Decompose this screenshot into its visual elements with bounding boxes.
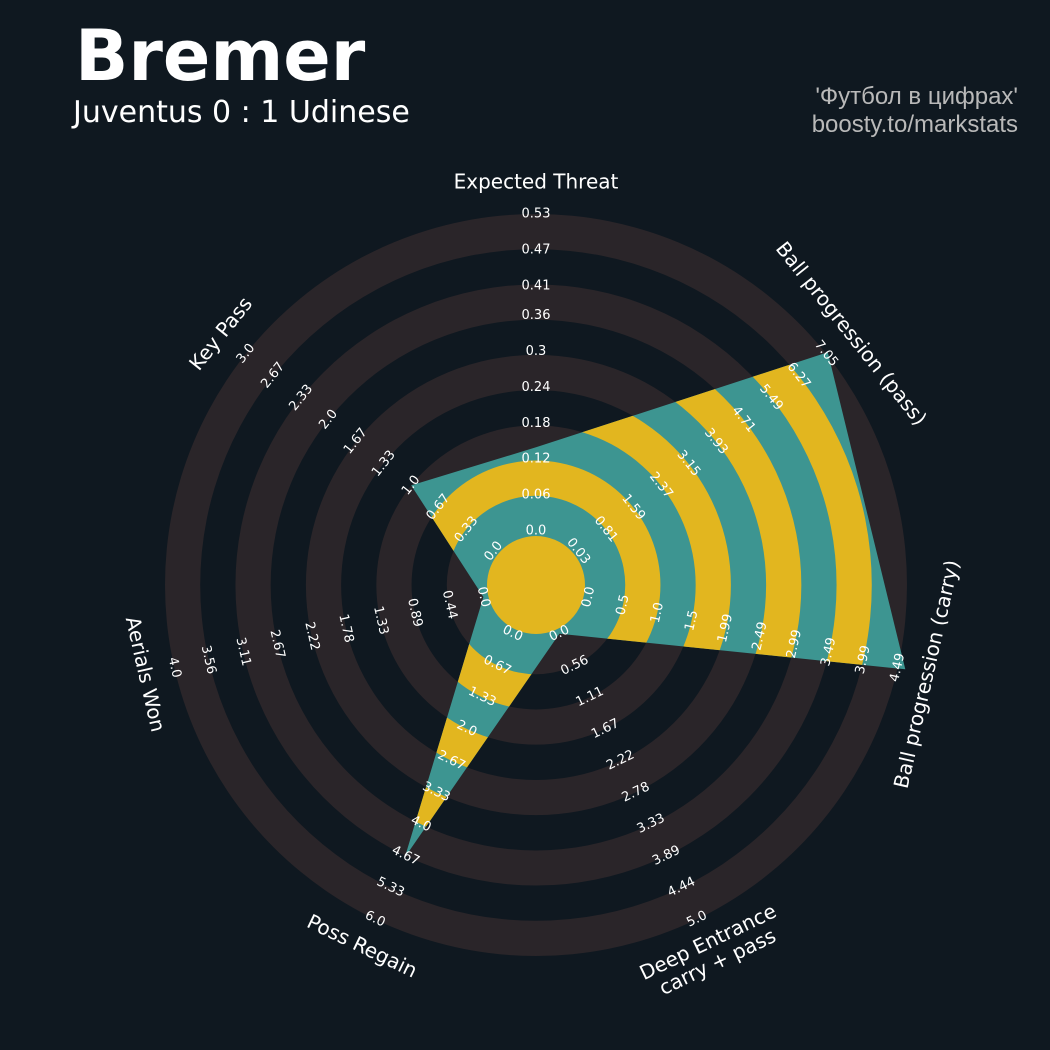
tick-label: 1.5 <box>682 609 701 633</box>
tick-label: 2.49 <box>750 620 771 652</box>
credit: boosty.to/markstats <box>812 111 1018 138</box>
tick-label: 0.12 <box>522 452 551 467</box>
tick-label: 0.18 <box>522 416 551 431</box>
tick-label: 3.11 <box>233 636 254 668</box>
alt-band <box>487 536 585 634</box>
tick-label: 2.22 <box>301 620 322 652</box>
tick-label: 0.41 <box>522 278 551 293</box>
tick-label: 3.99 <box>853 644 874 676</box>
tick-label: 1.33 <box>370 605 391 637</box>
tick-label: 1.78 <box>335 613 356 645</box>
tick-label: 0.44 <box>439 589 460 621</box>
tick-label: 1.99 <box>715 612 736 644</box>
tick-label: 3.56 <box>198 644 219 676</box>
tick-label: 2.99 <box>784 628 805 660</box>
credit: 'Футбол в цифрах' <box>815 83 1018 110</box>
tick-label: 0.36 <box>522 308 551 323</box>
param-label: Expected Threat <box>454 170 619 194</box>
tick-label: 0.0 <box>579 585 598 609</box>
tick-label: 0.0 <box>526 524 547 539</box>
tick-label: 0.24 <box>522 380 551 395</box>
tick-label: 2.67 <box>267 628 288 660</box>
tick-label: 0.3 <box>526 344 547 359</box>
tick-label: 4.49 <box>887 652 908 684</box>
polygon-alt-bands <box>404 352 872 858</box>
tick-label: 0.47 <box>522 242 551 257</box>
tick-label: 3.49 <box>818 636 839 668</box>
tick-label: 0.0 <box>474 585 493 609</box>
tick-label: 0.06 <box>522 488 551 503</box>
tick-label: 0.53 <box>522 207 551 222</box>
tick-label: 0.89 <box>404 597 425 629</box>
tick-label: 4.0 <box>165 656 184 680</box>
tick-label: 0.5 <box>613 593 632 617</box>
tick-label: 1.0 <box>648 601 667 625</box>
chart-subtitle: Juventus 0 : 1 Udinese <box>71 95 410 130</box>
chart-title: Bremer <box>75 15 366 97</box>
